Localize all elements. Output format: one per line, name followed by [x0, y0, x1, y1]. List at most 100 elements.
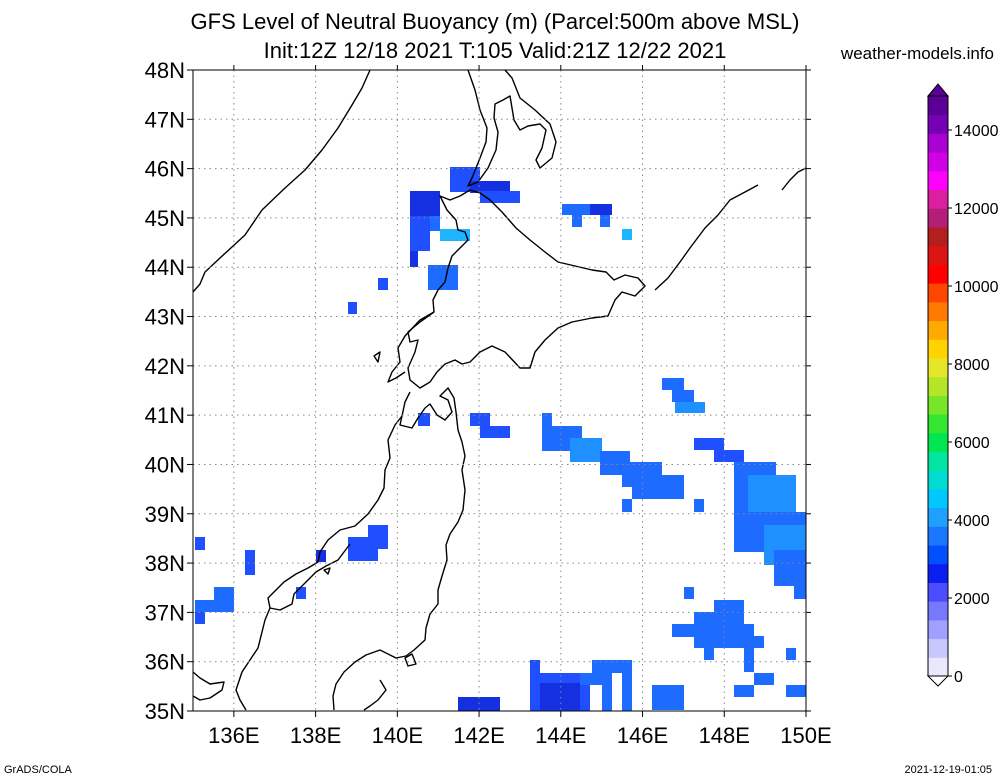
- lat-label: 36N: [145, 650, 185, 675]
- shade-region: [602, 673, 612, 711]
- shade-region: [470, 413, 490, 426]
- colorbar-label: 2000: [954, 591, 990, 608]
- coastline-honshu-west: [267, 415, 403, 611]
- shade-region: [410, 191, 440, 216]
- coastline-islet: [373, 351, 381, 363]
- shade-region: [195, 537, 205, 550]
- colorbar-min-arrow: [926, 675, 950, 687]
- colorbar-label: 12000: [954, 201, 999, 218]
- lat-label: 47N: [145, 107, 185, 132]
- shade-region: [592, 660, 632, 673]
- shade-region: [418, 413, 430, 426]
- coastline-islet: [404, 653, 417, 667]
- shade-region: [694, 636, 764, 648]
- colorbar-label: 4000: [954, 513, 990, 530]
- coastline-sakhalin: [467, 69, 557, 187]
- lat-label: 45N: [145, 206, 185, 231]
- colorbar-segment: [928, 170, 948, 191]
- lat-label: 35N: [145, 699, 185, 724]
- coastline-hokkaido: [407, 189, 646, 389]
- colorbar-segment: [928, 339, 948, 359]
- colorbar-frame: [927, 95, 949, 677]
- lat-label: 46N: [145, 157, 185, 182]
- x-axis-labels: 136E 138E 140E 142E 144E 146E 148E 150E: [208, 723, 832, 748]
- lat-label: 37N: [145, 600, 185, 625]
- shade-region: [786, 648, 796, 660]
- lat-label: 44N: [145, 255, 185, 280]
- shade-region: [570, 438, 602, 462]
- buoyancy-shading-layer: [195, 167, 806, 711]
- shade-region: [675, 402, 705, 413]
- shade-region: [622, 229, 632, 240]
- shade-region: [430, 216, 440, 231]
- lon-label: 138E: [290, 723, 341, 748]
- colorbar-segment: [928, 357, 948, 378]
- colorbar-segment: [928, 451, 948, 471]
- shade-region: [542, 413, 552, 437]
- colorbar-segment: [928, 526, 948, 546]
- lat-label: 42N: [145, 354, 185, 379]
- shade-region: [672, 390, 694, 402]
- colorbar-segment: [928, 601, 948, 621]
- colorbar-segment: [928, 114, 948, 134]
- shade-region: [672, 624, 754, 637]
- shade-region: [245, 550, 255, 575]
- colorbar-label: 10000: [954, 279, 999, 296]
- lon-label: 144E: [535, 723, 586, 748]
- shade-region: [622, 673, 632, 711]
- shade-region: [622, 499, 632, 512]
- shade-region: [348, 302, 357, 314]
- shade-region: [744, 648, 754, 672]
- colorbar-label: 8000: [954, 357, 990, 374]
- shade-region: [378, 278, 388, 290]
- colorbar-segment: [928, 301, 948, 322]
- shade-region: [694, 438, 724, 450]
- lat-label: 40N: [145, 452, 185, 477]
- lon-label: 146E: [617, 723, 668, 748]
- shade-region: [754, 673, 774, 685]
- shade-region: [714, 450, 744, 462]
- colorbar-segment: [928, 507, 948, 527]
- colorbar-segment: [928, 283, 948, 303]
- coastline-kamchatka: [781, 167, 807, 191]
- lon-label: 142E: [453, 723, 504, 748]
- coastline-asia-mainland: [192, 69, 371, 293]
- shade-region: [662, 378, 684, 390]
- lon-label: 140E: [372, 723, 423, 748]
- lat-label: 43N: [145, 305, 185, 330]
- colorbar-segment: [928, 638, 948, 658]
- shade-region: [368, 525, 388, 549]
- colorbar-segment: [928, 563, 948, 583]
- colorbar-segment: [928, 152, 948, 172]
- shade-region: [195, 600, 225, 612]
- colorbar-segment: [928, 133, 948, 153]
- shade-region: [590, 204, 612, 215]
- colorbar-segment: [928, 488, 948, 509]
- shade-region: [410, 251, 418, 267]
- source-credit: weather-models.info: [840, 44, 994, 63]
- shade-region: [704, 648, 714, 660]
- lat-label: 38N: [145, 551, 185, 576]
- colorbar-label: 14000: [954, 123, 999, 140]
- coastline-kuril: [654, 184, 759, 291]
- shade-region: [428, 265, 458, 290]
- footer-timestamp: 2021-12-19-01:05: [904, 764, 992, 776]
- shade-region: [572, 215, 582, 227]
- shade-region: [480, 426, 510, 438]
- shade-region: [652, 685, 684, 710]
- colorbar-max-arrow: [926, 83, 950, 97]
- lat-label: 41N: [145, 403, 185, 428]
- shade-region: [694, 612, 744, 625]
- lat-label: 39N: [145, 502, 185, 527]
- colorbar-segment: [928, 414, 948, 434]
- colorbar-segment: [928, 189, 948, 209]
- coastline-layer: [192, 69, 807, 711]
- map-title-line2: Init:12Z 12/18 2021 T:105 Valid:21Z 12/2…: [263, 38, 727, 63]
- shade-region: [684, 587, 694, 599]
- shade-region: [600, 215, 610, 227]
- colorbar-segment: [928, 395, 948, 415]
- axis-ticks: [187, 65, 811, 717]
- shade-region: [410, 216, 430, 251]
- shade-region: [540, 683, 580, 710]
